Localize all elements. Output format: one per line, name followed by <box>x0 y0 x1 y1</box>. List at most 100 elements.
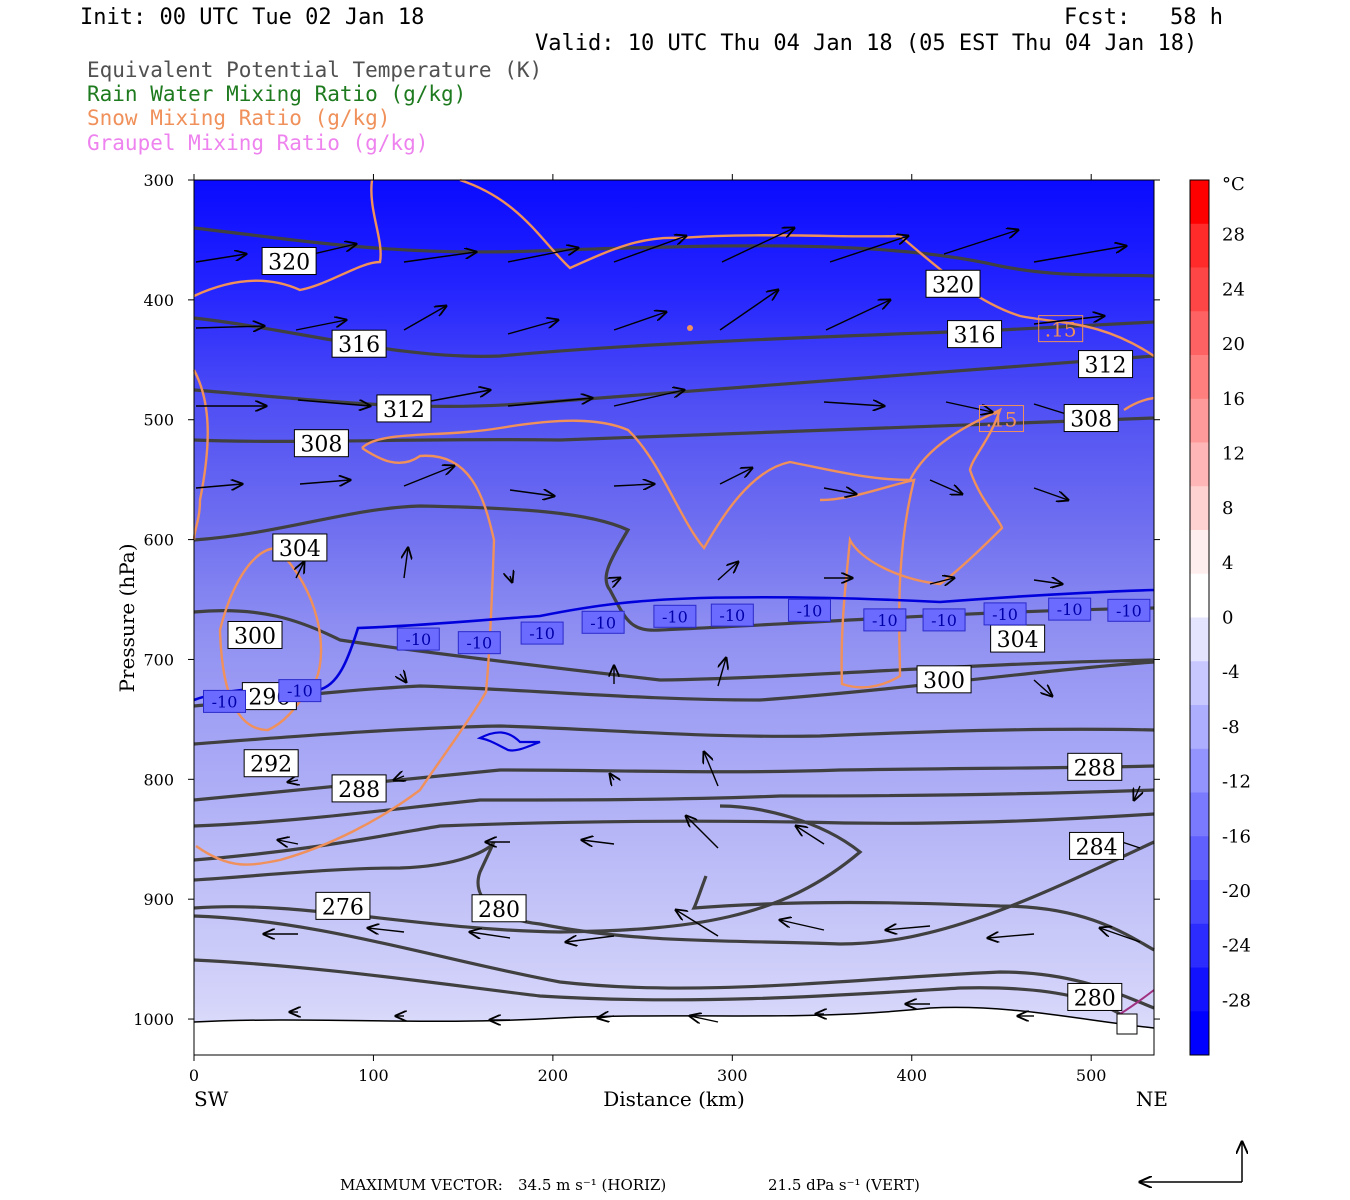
wind-vector <box>598 1016 615 1018</box>
svg-text:316: 316 <box>954 324 996 349</box>
wind-vector <box>297 399 370 406</box>
colorbar-swatch <box>1190 311 1209 356</box>
colorbar-swatch <box>1190 792 1209 837</box>
wind-vector <box>613 484 654 486</box>
colorbar-swatch <box>1190 967 1209 1012</box>
wind-vector <box>1100 928 1141 943</box>
wind-vector <box>509 490 554 496</box>
colorbar-label: -4 <box>1222 662 1240 683</box>
wind-vector <box>988 934 1035 938</box>
colorbar-swatch <box>1190 180 1209 225</box>
theta-e-label: 300 <box>916 665 972 694</box>
wind-vector <box>1033 580 1062 584</box>
wind-vector <box>510 576 512 582</box>
colorbar-swatch <box>1190 705 1209 750</box>
snow-contour <box>195 447 496 866</box>
colorbar-swatch <box>1190 530 1209 575</box>
colorbar-swatch <box>1190 880 1209 925</box>
svg-text:-10: -10 <box>797 601 823 620</box>
colorbar-label: 0 <box>1222 608 1233 629</box>
wind-vector <box>403 306 446 331</box>
wind-vector <box>1033 679 1052 696</box>
wind-vector <box>686 816 719 849</box>
y-tick-label: 400 <box>143 291 174 310</box>
surface-label-box <box>1116 1013 1138 1035</box>
theta-e-label: 300 <box>227 620 283 649</box>
wind-vector <box>613 236 686 263</box>
svg-text:-10: -10 <box>405 630 431 649</box>
wind-vector <box>721 228 794 263</box>
snow-contours <box>192 178 1155 866</box>
theta-e-contour <box>193 788 1155 828</box>
isotherm-label: -10 <box>863 608 907 632</box>
svg-text:-10: -10 <box>872 611 898 630</box>
wind-vector <box>825 300 890 331</box>
theta-e-contour <box>193 840 1155 946</box>
terrain-mask <box>194 1007 1154 1055</box>
wind-vector <box>507 398 592 407</box>
theta-e-label: 308 <box>293 429 349 458</box>
snow-contour <box>1123 396 1155 411</box>
colorbar-swatch <box>1190 661 1209 706</box>
svg-text:320: 320 <box>268 251 310 276</box>
svg-text:.15: .15 <box>1045 318 1077 342</box>
x-tick-label: 100 <box>358 1066 389 1085</box>
theta-e-label: 288 <box>331 774 387 803</box>
svg-text:-10: -10 <box>1116 601 1142 620</box>
wind-vector <box>195 484 242 488</box>
wind-vector <box>1033 246 1126 263</box>
svg-text:-10: -10 <box>590 613 616 632</box>
snow-contour <box>218 546 323 732</box>
svg-text:308: 308 <box>1070 408 1112 433</box>
snow-contour <box>459 178 1155 357</box>
theta-e-label: 288 <box>1067 752 1123 781</box>
theta-e-contour <box>193 812 1155 862</box>
wind-vector <box>400 674 406 682</box>
colorbar-swatch <box>1190 486 1209 531</box>
wind-vector <box>690 1016 719 1022</box>
wind-vector <box>929 578 954 584</box>
isotherm-label: -10 <box>278 679 322 703</box>
svg-text:304: 304 <box>997 628 1039 653</box>
svg-text:312: 312 <box>1085 354 1127 379</box>
isotherm-label: -10 <box>983 602 1027 626</box>
theta-e-contour <box>193 226 1155 278</box>
x-axis-left-end: SW <box>194 1087 229 1111</box>
svg-text:-10: -10 <box>662 607 688 626</box>
colorbar-label: 12 <box>1222 443 1245 464</box>
legend-rain: Rain Water Mixing Ratio (g/kg) <box>87 82 467 106</box>
colorbar-label: -20 <box>1222 881 1251 902</box>
colorbar-swatch <box>1190 923 1209 968</box>
wind-vector <box>295 320 346 331</box>
colorbar-label: 20 <box>1222 334 1245 355</box>
wind-vector <box>780 920 825 931</box>
wind-vector <box>823 402 884 406</box>
isotherm-label: -10 <box>1048 597 1092 621</box>
svg-text:-10: -10 <box>719 606 745 625</box>
theta-e-contour <box>193 914 1155 1010</box>
wind-vector <box>403 466 454 487</box>
wind-vector <box>1134 785 1140 800</box>
theta-e-label: 320 <box>925 269 981 298</box>
wind-vector <box>299 480 350 484</box>
legend-theta-e: Equivalent Potential Temperature (K) <box>87 58 543 82</box>
svg-text:300: 300 <box>234 624 276 649</box>
svg-text:312: 312 <box>383 398 425 423</box>
wind-vector <box>676 910 719 937</box>
y-tick-label: 800 <box>143 770 174 789</box>
theta-e-contour <box>691 875 1155 952</box>
svg-text:-10: -10 <box>992 605 1018 624</box>
colorbar-swatch <box>1190 617 1209 662</box>
wind-vector <box>195 254 246 263</box>
isotherm-label: -10 <box>787 598 831 622</box>
x-tick-label: 400 <box>896 1066 927 1085</box>
theta-e-contours <box>193 226 1155 1016</box>
wind-vector <box>288 780 298 782</box>
wind-vector <box>1033 487 1068 500</box>
colorbar-swatch <box>1190 1011 1209 1056</box>
wind-vector <box>943 230 1018 255</box>
svg-text:280: 280 <box>478 898 520 923</box>
colorbar-label: -12 <box>1222 772 1251 793</box>
